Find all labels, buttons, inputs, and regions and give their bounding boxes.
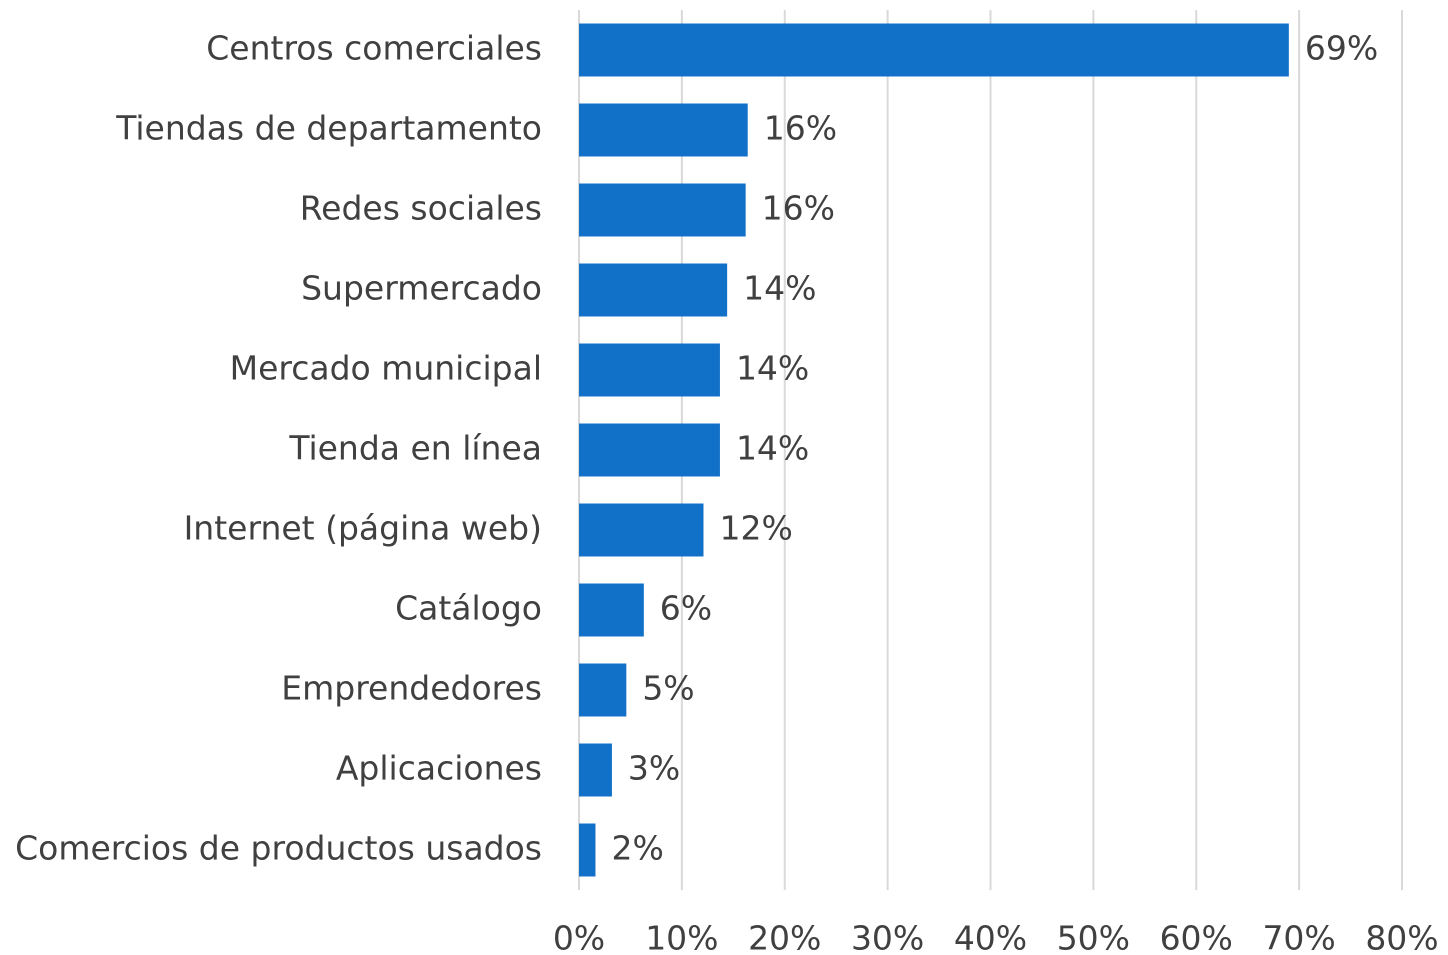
data-label: 6% — [660, 589, 712, 628]
data-label: 2% — [611, 829, 663, 868]
y-tick-label: Tienda en línea — [288, 429, 542, 468]
bar — [579, 663, 627, 717]
x-tick-label: 20% — [748, 919, 821, 955]
data-label: 12% — [719, 509, 792, 548]
data-label: 5% — [642, 669, 694, 708]
y-tick-label: Comercios de productos usados — [15, 829, 542, 868]
x-tick-label: 50% — [1057, 919, 1130, 955]
x-tick-label: 80% — [1365, 919, 1438, 955]
data-label: 16% — [762, 189, 835, 228]
y-tick-label: Supermercado — [301, 269, 542, 308]
x-tick-label: 60% — [1160, 919, 1233, 955]
y-tick-label: Redes sociales — [300, 189, 542, 228]
bar — [579, 583, 644, 637]
x-tick-label: 70% — [1262, 919, 1335, 955]
y-tick-label: Mercado municipal — [230, 349, 542, 388]
data-label: 16% — [764, 109, 837, 148]
x-tick-label: 40% — [954, 919, 1027, 955]
data-label: 14% — [743, 269, 816, 308]
x-tick-label: 10% — [645, 919, 718, 955]
bar — [579, 743, 612, 797]
data-label: 3% — [628, 749, 680, 788]
data-label: 69% — [1305, 29, 1378, 68]
y-tick-label: Aplicaciones — [336, 749, 542, 788]
bar — [579, 343, 720, 397]
y-tick-label: Tiendas de departamento — [115, 109, 542, 148]
bar — [579, 503, 704, 557]
y-tick-label: Internet (página web) — [184, 509, 542, 548]
data-label: 14% — [736, 429, 809, 468]
bar — [579, 263, 728, 317]
bar — [579, 423, 720, 477]
bar — [579, 103, 748, 157]
data-label: 14% — [736, 349, 809, 388]
bar — [579, 823, 596, 877]
x-tick-label: 0% — [553, 919, 605, 955]
y-tick-label: Catálogo — [395, 589, 542, 628]
y-tick-label: Emprendedores — [281, 669, 542, 708]
y-tick-label: Centros comerciales — [206, 29, 542, 68]
bar — [579, 183, 746, 237]
x-tick-label: 30% — [851, 919, 924, 955]
bar — [579, 23, 1289, 77]
